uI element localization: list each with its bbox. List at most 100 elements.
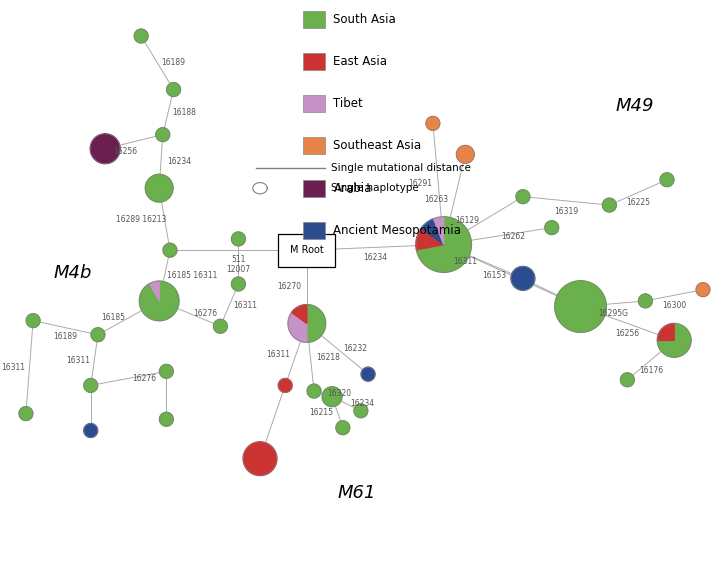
Text: 16232: 16232 xyxy=(343,344,367,353)
Text: 16215: 16215 xyxy=(309,408,334,417)
Text: 16320: 16320 xyxy=(327,390,351,398)
Text: Tibet: Tibet xyxy=(333,97,363,110)
Polygon shape xyxy=(426,116,440,130)
Text: 16234: 16234 xyxy=(350,399,375,408)
Polygon shape xyxy=(26,314,40,328)
Polygon shape xyxy=(421,219,444,245)
Polygon shape xyxy=(416,228,444,250)
Text: 16319: 16319 xyxy=(554,207,578,215)
Polygon shape xyxy=(657,324,691,357)
Polygon shape xyxy=(83,424,98,437)
Text: M4b: M4b xyxy=(54,264,92,282)
Text: 16311: 16311 xyxy=(233,300,257,310)
Polygon shape xyxy=(160,365,174,378)
Polygon shape xyxy=(253,182,267,194)
Text: 16311: 16311 xyxy=(67,356,91,365)
Polygon shape xyxy=(511,266,535,290)
Polygon shape xyxy=(544,221,559,235)
Polygon shape xyxy=(336,421,350,435)
Text: 16311: 16311 xyxy=(1,362,25,371)
FancyBboxPatch shape xyxy=(303,11,325,28)
Polygon shape xyxy=(361,367,375,381)
Polygon shape xyxy=(90,134,120,164)
Polygon shape xyxy=(299,242,315,258)
Text: M61: M61 xyxy=(338,483,377,502)
Polygon shape xyxy=(657,324,674,340)
Text: 16185 16311: 16185 16311 xyxy=(167,271,217,280)
Text: 16289 16213: 16289 16213 xyxy=(116,215,167,224)
FancyBboxPatch shape xyxy=(303,137,325,154)
Text: Southeast Asia: Southeast Asia xyxy=(333,139,422,152)
Text: Arabia: Arabia xyxy=(333,182,372,195)
FancyBboxPatch shape xyxy=(278,233,335,267)
Polygon shape xyxy=(83,378,98,392)
Polygon shape xyxy=(638,294,653,308)
Text: 16189: 16189 xyxy=(54,332,78,341)
Polygon shape xyxy=(621,373,635,387)
Polygon shape xyxy=(145,174,173,202)
FancyBboxPatch shape xyxy=(303,95,325,112)
Polygon shape xyxy=(457,145,474,164)
Polygon shape xyxy=(232,277,245,291)
Polygon shape xyxy=(213,319,227,333)
Text: Ancient Mesopotamia: Ancient Mesopotamia xyxy=(333,224,461,237)
Polygon shape xyxy=(134,29,148,43)
Polygon shape xyxy=(243,442,277,475)
FancyBboxPatch shape xyxy=(303,179,325,197)
Text: 16129: 16129 xyxy=(455,216,479,225)
Text: 16189: 16189 xyxy=(161,59,185,68)
Text: 16311: 16311 xyxy=(266,350,290,359)
Text: 16263: 16263 xyxy=(425,195,449,204)
Text: Single haplotype: Single haplotype xyxy=(330,183,418,193)
Text: 16218: 16218 xyxy=(317,353,340,362)
Text: 16256: 16256 xyxy=(113,147,137,156)
Text: 16225: 16225 xyxy=(626,198,650,207)
Polygon shape xyxy=(696,283,710,296)
Polygon shape xyxy=(288,312,307,343)
Text: 16295G: 16295G xyxy=(598,310,628,319)
Text: 16188: 16188 xyxy=(172,107,196,116)
Polygon shape xyxy=(139,281,179,321)
Polygon shape xyxy=(307,304,326,343)
Text: 16176: 16176 xyxy=(639,366,663,375)
Text: 16270: 16270 xyxy=(277,282,301,291)
Polygon shape xyxy=(417,217,471,272)
Polygon shape xyxy=(322,387,342,407)
Polygon shape xyxy=(603,198,616,212)
Text: 16234: 16234 xyxy=(363,253,388,262)
Text: 16256: 16256 xyxy=(616,329,640,338)
Polygon shape xyxy=(232,232,245,246)
Polygon shape xyxy=(354,404,368,417)
Polygon shape xyxy=(91,328,105,342)
Text: East Asia: East Asia xyxy=(333,55,388,68)
Polygon shape xyxy=(433,217,444,245)
Text: M49: M49 xyxy=(616,98,654,115)
Text: 16291: 16291 xyxy=(408,179,432,189)
FancyBboxPatch shape xyxy=(303,222,325,239)
Text: South Asia: South Asia xyxy=(333,12,396,26)
Text: 16311: 16311 xyxy=(453,257,477,266)
Polygon shape xyxy=(660,173,674,187)
Polygon shape xyxy=(160,412,174,426)
Polygon shape xyxy=(555,281,606,332)
Text: 16234: 16234 xyxy=(167,157,191,166)
Polygon shape xyxy=(19,407,33,420)
Polygon shape xyxy=(516,190,530,203)
Polygon shape xyxy=(150,281,159,301)
Text: 16276: 16276 xyxy=(132,374,157,383)
FancyBboxPatch shape xyxy=(303,53,325,70)
Text: 16185: 16185 xyxy=(101,314,125,322)
Text: 16262: 16262 xyxy=(502,232,526,241)
Text: M Root: M Root xyxy=(290,245,324,255)
Polygon shape xyxy=(292,304,307,323)
Text: Single mutational distance: Single mutational distance xyxy=(330,164,470,173)
Polygon shape xyxy=(156,128,170,141)
Text: 511
12007: 511 12007 xyxy=(227,254,250,274)
Text: 16153: 16153 xyxy=(482,271,506,280)
Polygon shape xyxy=(167,82,181,97)
Polygon shape xyxy=(163,243,177,257)
Polygon shape xyxy=(307,384,321,398)
Polygon shape xyxy=(278,378,292,392)
Text: 16276: 16276 xyxy=(194,309,218,318)
Text: 16300: 16300 xyxy=(662,301,686,310)
